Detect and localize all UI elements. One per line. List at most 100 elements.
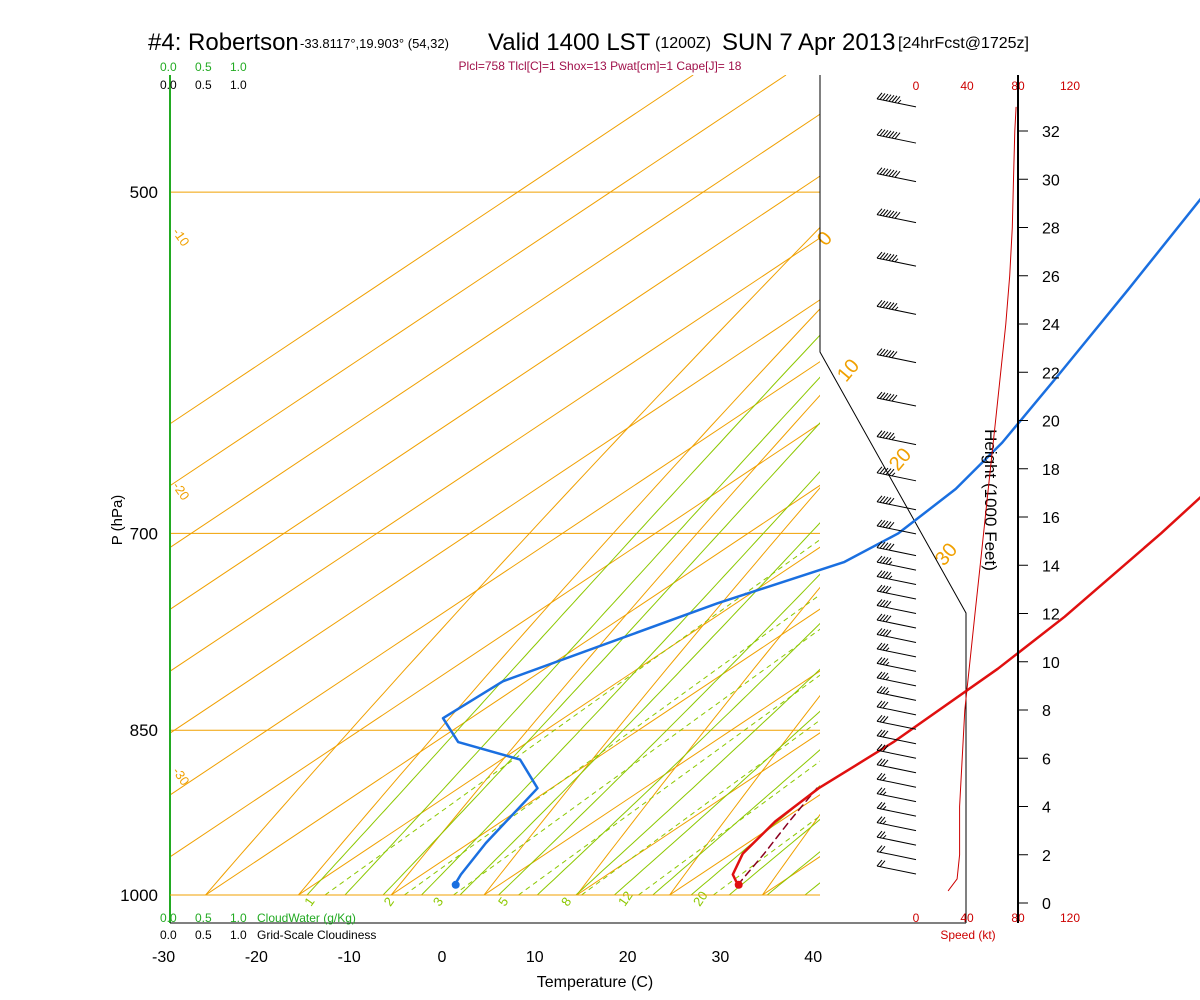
- wind-barb-flag: [876, 495, 883, 503]
- wind-barb-flag: [882, 467, 889, 475]
- wind-barb-flag: [879, 686, 886, 694]
- wind-barb-flag: [876, 801, 883, 809]
- wind-barb-shaft: [876, 354, 917, 364]
- wind-barb-flag: [879, 430, 886, 438]
- cloud-top-black-2: 1.0: [230, 78, 247, 92]
- dry-adiabat-line: [204, 226, 820, 895]
- isotherm-label: -30: [170, 764, 193, 788]
- wind-barb-flag: [885, 468, 892, 475]
- wind-barb-flag: [891, 303, 898, 310]
- wind-barb-flag: [882, 687, 889, 694]
- wind-barb: [876, 555, 917, 571]
- cloud-top-green-1: 0.5: [195, 60, 212, 74]
- height-tick-label: 28: [1042, 221, 1060, 238]
- wind-barb: [876, 541, 917, 557]
- cloud-top-black-1: 0.5: [195, 78, 212, 92]
- wind-barb-flag: [879, 496, 886, 503]
- wind-barb: [876, 92, 917, 108]
- wind-barb-flag: [885, 615, 892, 623]
- height-tick-label: 20: [1042, 414, 1060, 431]
- wind-barb-flag: [879, 730, 886, 737]
- wind-barb-flag: [882, 520, 889, 528]
- wind-barb-flag: [882, 542, 889, 550]
- wind-barb-shaft: [876, 720, 917, 730]
- moist-adiabat-line: [575, 668, 820, 895]
- wind-barb-shaft: [876, 706, 917, 716]
- wind-barb-flag: [879, 787, 886, 795]
- isotherm-line: [668, 794, 820, 895]
- wind-barb-shaft: [876, 561, 917, 571]
- x-tick-label: 0: [438, 949, 447, 966]
- mixing-ratio-label: 2: [381, 894, 397, 909]
- isotherm-line: [170, 175, 820, 611]
- speed-bottom-tick-3: 120: [1060, 911, 1080, 925]
- wind-barb-half-flag: [888, 561, 893, 565]
- wind-barb-flag: [879, 614, 886, 621]
- sounding-traces: [441, 197, 1200, 889]
- height-tick-label: 2: [1042, 848, 1051, 865]
- wind-barb-flag: [888, 497, 895, 505]
- wind-barb-half-flag: [894, 306, 899, 311]
- wind-barb-flag: [885, 210, 892, 217]
- wind-barb-flag: [885, 253, 892, 261]
- wind-barb-shaft: [876, 619, 917, 629]
- cloud-bottom-green-0: 0.0: [160, 911, 177, 925]
- station-title: #4: Robertson: [148, 29, 299, 56]
- isotherm-line: [575, 732, 820, 895]
- wind-barb-half-flag: [882, 820, 887, 825]
- wind-barb: [876, 830, 917, 846]
- wind-barb-flag: [879, 93, 886, 100]
- wind-barb: [876, 495, 917, 511]
- wind-barb-half-flag: [891, 472, 896, 477]
- isotherm-line: [170, 422, 820, 858]
- wind-barb-flag: [876, 628, 883, 635]
- mixing-ratio-line: [713, 815, 820, 895]
- cloud-top-green-0: 0.0: [160, 60, 177, 74]
- wind-barb-flag: [876, 555, 883, 563]
- wind-barb-flag: [882, 745, 889, 752]
- surface-temperature-dot: [734, 880, 743, 889]
- speed-bottom-tick-1: 40: [960, 911, 974, 925]
- cloud-top-black-0: 0.0: [160, 78, 177, 92]
- height-tick-label: 14: [1042, 558, 1060, 575]
- cloud-scale-top: 0.0 0.5 1.0 0.0 0.5 1.0: [160, 60, 247, 92]
- wind-barb: [876, 801, 917, 817]
- wind-barb-flag: [882, 431, 889, 439]
- wind-barb-flag: [876, 613, 883, 621]
- wind-barb-shaft: [876, 648, 917, 658]
- wind-barb-shaft: [876, 472, 917, 482]
- wind-barb-shaft: [876, 836, 917, 846]
- wind-barb-shaft: [876, 633, 917, 643]
- wind-barb-flag: [882, 571, 889, 579]
- wind-barb-flag: [882, 759, 889, 767]
- height-tick-label: 0: [1042, 896, 1051, 913]
- dry-adiabat-line: [1010, 0, 1200, 945]
- wind-barb-shaft: [876, 397, 917, 407]
- wind-barb-flag: [876, 519, 883, 527]
- wind-barb-flag: [879, 348, 886, 356]
- wind-barb-half-flag: [885, 690, 890, 695]
- wind-barb-flag: [876, 845, 883, 852]
- wind-barb: [876, 671, 917, 687]
- wind-barb-flag: [879, 252, 886, 260]
- zulu-time: (1200Z): [655, 35, 711, 52]
- wind-barb: [876, 584, 917, 600]
- wind-barb-shaft: [876, 305, 917, 315]
- wind-barb: [876, 613, 917, 629]
- wind-barb-flag: [882, 672, 889, 680]
- wind-barb-flag: [888, 350, 895, 358]
- wind-barb-flag: [876, 584, 883, 592]
- wind-barb-flag: [879, 672, 886, 679]
- forecast-info: [24hrFcst@1725z]: [898, 35, 1029, 52]
- wind-barb-shaft: [876, 501, 917, 511]
- wind-barb-flag: [882, 209, 889, 217]
- wind-barb-flag: [876, 128, 883, 136]
- wind-barb-flag: [876, 700, 883, 708]
- wind-barb: [876, 599, 917, 614]
- wind-barb: [876, 772, 917, 788]
- wind-barb-flag: [891, 95, 898, 103]
- isotherm-label: -10: [170, 225, 193, 249]
- height-tick-label: 18: [1042, 462, 1060, 479]
- wind-barb-flag: [879, 744, 886, 752]
- wind-barb: [876, 657, 917, 672]
